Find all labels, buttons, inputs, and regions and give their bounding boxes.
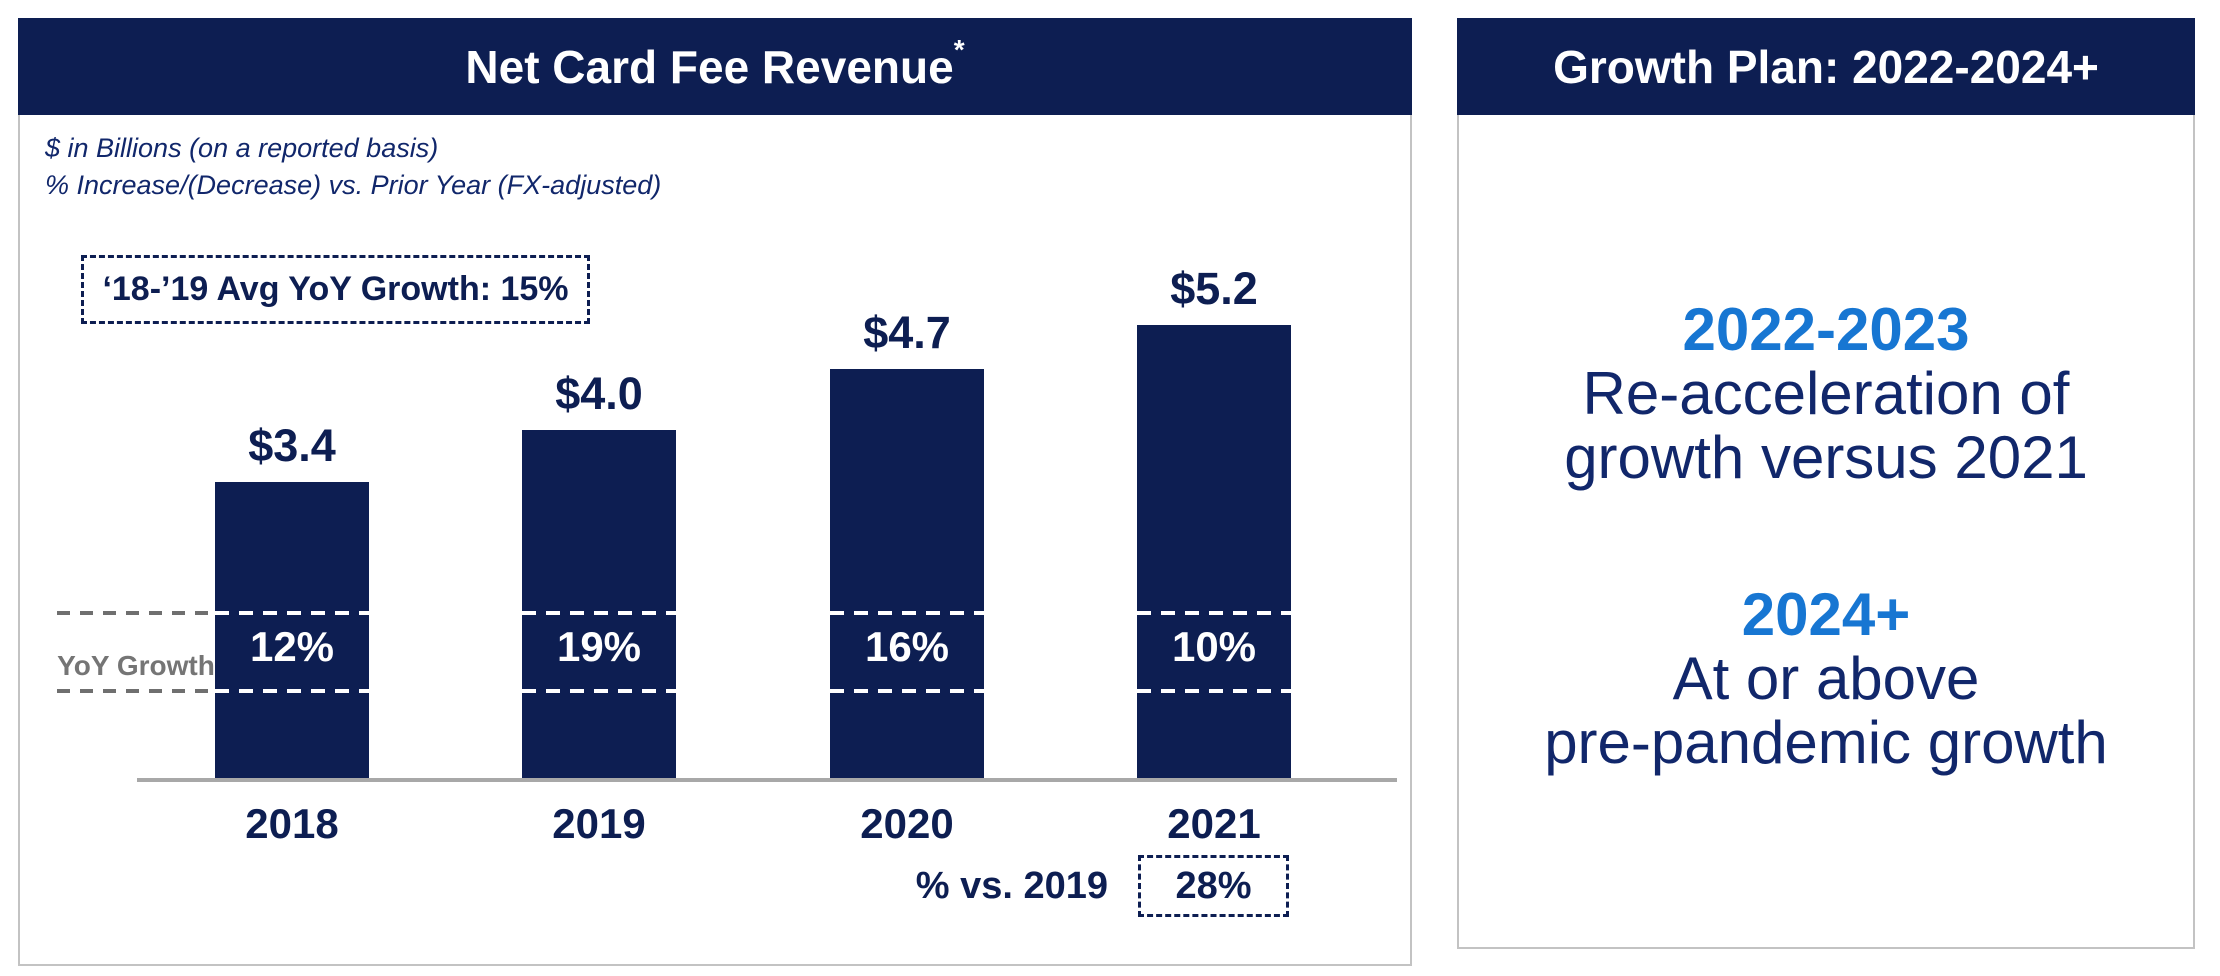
yoy-band-dash-top-2020 [830, 611, 984, 615]
yoy-growth-axis-label: YoY Growth [57, 650, 215, 681]
title-asterisk: * [953, 33, 965, 65]
growth-plan-heading-2: 2024+ [1741, 581, 1911, 648]
yoy-band-dash-bottom-2020 [830, 689, 984, 693]
left-panel-title: Net Card Fee Revenue* [465, 35, 964, 94]
bar-2021 [1137, 325, 1291, 778]
x-axis-label-2021: 2021 [1167, 800, 1261, 847]
bar-value-label-2020: $4.7 [863, 307, 951, 358]
yoy-band-dash-top-2021 [1137, 611, 1291, 615]
growth-plan-text-1a: Re-acceleration of [1582, 360, 2070, 427]
yoy-band-guide-top [57, 611, 215, 615]
bar-value-label-2018: $3.4 [248, 420, 336, 471]
subtitle-line-2: % Increase/(Decrease) vs. Prior Year (FX… [45, 170, 662, 200]
pct-vs-2019-dashed-box: 28% [1138, 855, 1289, 917]
yoy-band-dash-bottom-2019 [522, 689, 676, 693]
bar-value-label-2019: $4.0 [555, 368, 643, 419]
bar-chart: YoY Growth $3.4 12% 2018 $4.0 19% 2019 $4.7 16%… [20, 20, 1410, 964]
yoy-band-dash-top-2018 [215, 611, 369, 615]
growth-plan-section-2024plus: 2024+ At or above pre-pandemic growth [1459, 583, 2193, 775]
bar-2019 [522, 430, 676, 778]
growth-plan-section-2022-2023: 2022-2023 Re-acceleration of growth vers… [1459, 298, 2193, 490]
growth-plan-panel: Growth Plan: 2022-2024+ 2022-2023 Re-acc… [1457, 18, 2195, 949]
bar-2020 [830, 369, 984, 778]
yoy-growth-value-2019: 19% [556, 623, 642, 670]
pct-vs-2019-label: % vs. 2019 [915, 864, 1108, 907]
bar-2018 [215, 482, 369, 778]
yoy-band-guide-bottom [57, 689, 215, 693]
growth-plan-text-1b: growth versus 2021 [1564, 424, 2088, 491]
pct-vs-2019-value: 28% [1175, 864, 1252, 907]
net-card-fee-revenue-panel: Net Card Fee Revenue* $ in Billions (on … [18, 18, 1412, 966]
right-panel-header: Growth Plan: 2022-2024+ [1457, 18, 2195, 115]
yoy-band-dash-top-2019 [522, 611, 676, 615]
growth-plan-heading-1: 2022-2023 [1682, 296, 1970, 363]
subtitle-line-1: $ in Billions (on a reported basis) [45, 133, 439, 163]
avg-yoy-growth-callout: ‘18-’19 Avg YoY Growth: 15% [81, 255, 590, 324]
yoy-growth-value-2018: 12% [249, 623, 335, 670]
chart-subtitle: $ in Billions (on a reported basis) % In… [45, 130, 661, 204]
left-panel-header: Net Card Fee Revenue* [18, 18, 1412, 115]
growth-plan-text-2a: At or above [1672, 645, 1980, 712]
right-panel-title: Growth Plan: 2022-2024+ [1553, 40, 2099, 93]
yoy-growth-value-2021: 10% [1171, 623, 1257, 670]
yoy-band-dash-bottom-2021 [1137, 689, 1291, 693]
x-axis-label-2019: 2019 [552, 800, 646, 847]
x-axis-line [137, 778, 1397, 782]
yoy-band-dash-bottom-2018 [215, 689, 369, 693]
x-axis-label-2018: 2018 [245, 800, 339, 847]
growth-plan-text-2b: pre-pandemic growth [1544, 709, 2108, 776]
yoy-growth-value-2020: 16% [864, 623, 950, 670]
left-panel-title-text: Net Card Fee Revenue [465, 40, 954, 93]
avg-yoy-growth-callout-text: ‘18-’19 Avg YoY Growth: 15% [102, 270, 569, 308]
bar-value-label-2021: $5.2 [1170, 263, 1258, 314]
pct-vs-2019-row: % vs. 2019 28% [880, 855, 1289, 917]
x-axis-label-2020: 2020 [860, 800, 954, 847]
